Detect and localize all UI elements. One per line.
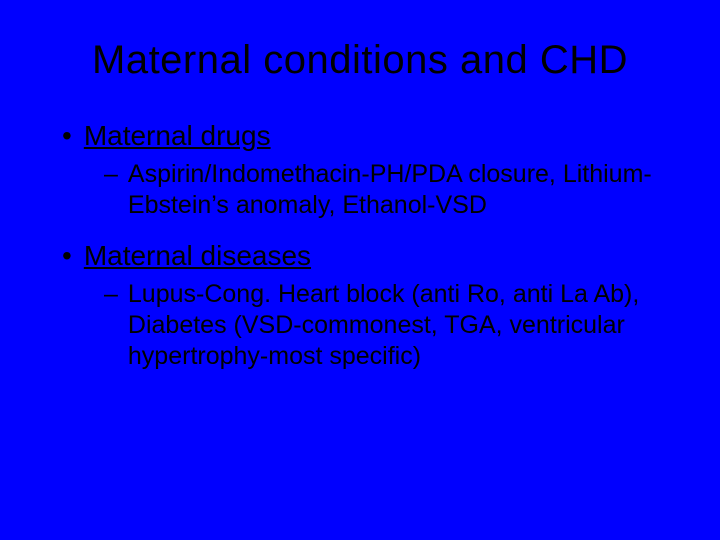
bullet-level2: – Aspirin/Indomethacin-PH/PDA closure, L…	[48, 159, 672, 221]
bullet-level1: • Maternal drugs	[48, 119, 672, 153]
bullet-marker: •	[62, 119, 72, 153]
bullet-level1: • Maternal diseases	[48, 239, 672, 273]
bullet-text: Maternal drugs	[84, 119, 271, 153]
bullet-text: Aspirin/Indomethacin-PH/PDA closure, Lit…	[128, 159, 672, 221]
bullet-marker: –	[104, 159, 118, 190]
slide-title: Maternal conditions and CHD	[48, 38, 672, 83]
bullet-marker: –	[104, 279, 118, 310]
slide-container: Maternal conditions and CHD • Maternal d…	[0, 0, 720, 540]
bullet-marker: •	[62, 239, 72, 273]
bullet-level2: – Lupus-Cong. Heart block (anti Ro, anti…	[48, 279, 672, 372]
bullet-text: Lupus-Cong. Heart block (anti Ro, anti L…	[128, 279, 672, 372]
bullet-text: Maternal diseases	[84, 239, 311, 273]
